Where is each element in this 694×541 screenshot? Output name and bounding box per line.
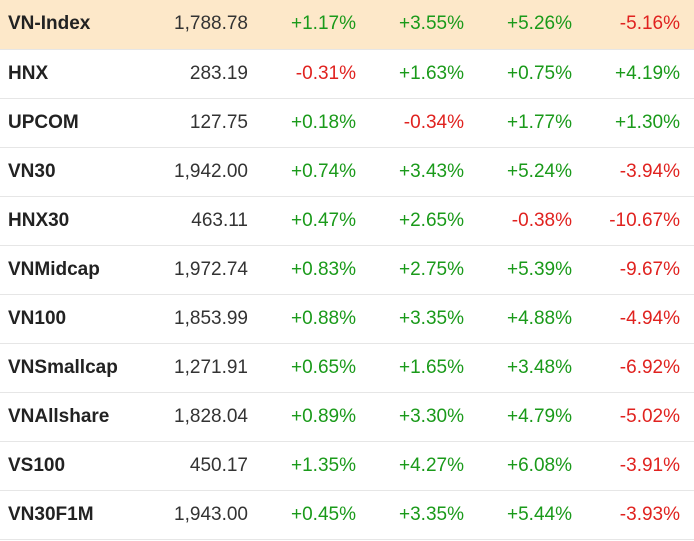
index-name[interactable]: HNX30 bbox=[0, 196, 146, 246]
change-2: -0.34% bbox=[364, 98, 472, 148]
change-3: +4.79% bbox=[472, 392, 580, 442]
table-row[interactable]: VNAllshare 1,828.04 +0.89% +3.30% +4.79%… bbox=[0, 392, 694, 442]
index-value: 1,828.04 bbox=[146, 392, 256, 442]
change-4: -5.16% bbox=[580, 0, 694, 50]
change-1: +0.83% bbox=[256, 245, 364, 295]
index-value: 283.19 bbox=[146, 49, 256, 99]
change-3: +0.75% bbox=[472, 49, 580, 99]
index-value: 1,788.78 bbox=[146, 0, 256, 50]
index-name[interactable]: VNAllshare bbox=[0, 392, 146, 442]
change-1: +0.65% bbox=[256, 343, 364, 393]
change-3: +6.08% bbox=[472, 441, 580, 491]
change-3: +5.39% bbox=[472, 245, 580, 295]
change-3: +5.26% bbox=[472, 0, 580, 50]
change-2: +3.35% bbox=[364, 490, 472, 540]
change-1: +0.74% bbox=[256, 147, 364, 197]
change-1: +0.88% bbox=[256, 294, 364, 344]
table-row[interactable]: VN30 1,942.00 +0.74% +3.43% +5.24% -3.94… bbox=[0, 147, 694, 197]
index-name[interactable]: VN100 bbox=[0, 294, 146, 344]
change-2: +1.65% bbox=[364, 343, 472, 393]
table-row[interactable]: HNX30 463.11 +0.47% +2.65% -0.38% -10.67… bbox=[0, 196, 694, 246]
change-2: +4.27% bbox=[364, 441, 472, 491]
change-4: +1.30% bbox=[580, 98, 694, 148]
index-name[interactable]: VN-Index bbox=[0, 0, 146, 50]
index-value: 1,942.00 bbox=[146, 147, 256, 197]
change-1: +0.47% bbox=[256, 196, 364, 246]
change-2: +1.63% bbox=[364, 49, 472, 99]
change-1: +0.45% bbox=[256, 490, 364, 540]
change-3: -0.38% bbox=[472, 196, 580, 246]
index-value: 1,943.00 bbox=[146, 490, 256, 540]
change-1: +1.17% bbox=[256, 0, 364, 50]
change-4: -3.91% bbox=[580, 441, 694, 491]
change-2: +3.55% bbox=[364, 0, 472, 50]
table-row[interactable]: VN-Index 1,788.78 +1.17% +3.55% +5.26% -… bbox=[0, 0, 694, 50]
change-4: -6.92% bbox=[580, 343, 694, 393]
change-2: +2.75% bbox=[364, 245, 472, 295]
index-value: 1,972.74 bbox=[146, 245, 256, 295]
index-name[interactable]: VN30 bbox=[0, 147, 146, 197]
change-1: +0.18% bbox=[256, 98, 364, 148]
change-2: +3.43% bbox=[364, 147, 472, 197]
change-4: -5.02% bbox=[580, 392, 694, 442]
change-4: -3.93% bbox=[580, 490, 694, 540]
change-3: +5.24% bbox=[472, 147, 580, 197]
index-name[interactable]: VNMidcap bbox=[0, 245, 146, 295]
table-row[interactable]: VNMidcap 1,972.74 +0.83% +2.75% +5.39% -… bbox=[0, 245, 694, 295]
change-1: +1.35% bbox=[256, 441, 364, 491]
index-name[interactable]: HNX bbox=[0, 49, 146, 99]
change-4: -10.67% bbox=[580, 196, 694, 246]
change-2: +3.35% bbox=[364, 294, 472, 344]
table-row[interactable]: VNSmallcap 1,271.91 +0.65% +1.65% +3.48%… bbox=[0, 343, 694, 393]
change-3: +1.77% bbox=[472, 98, 580, 148]
index-name[interactable]: VNSmallcap bbox=[0, 343, 146, 393]
change-3: +3.48% bbox=[472, 343, 580, 393]
index-name[interactable]: VS100 bbox=[0, 441, 146, 491]
change-4: -4.94% bbox=[580, 294, 694, 344]
change-2: +3.30% bbox=[364, 392, 472, 442]
index-name[interactable]: UPCOM bbox=[0, 98, 146, 148]
table-row[interactable]: UPCOM 127.75 +0.18% -0.34% +1.77% +1.30% bbox=[0, 98, 694, 148]
index-value: 450.17 bbox=[146, 441, 256, 491]
change-2: +2.65% bbox=[364, 196, 472, 246]
index-value: 127.75 bbox=[146, 98, 256, 148]
change-1: -0.31% bbox=[256, 49, 364, 99]
index-name[interactable]: VN30F1M bbox=[0, 490, 146, 540]
change-4: +4.19% bbox=[580, 49, 694, 99]
table-row[interactable]: VS100 450.17 +1.35% +4.27% +6.08% -3.91% bbox=[0, 441, 694, 491]
table-row[interactable]: HNX 283.19 -0.31% +1.63% +0.75% +4.19% bbox=[0, 49, 694, 99]
table-row[interactable]: VN30F1M 1,943.00 +0.45% +3.35% +5.44% -3… bbox=[0, 490, 694, 540]
change-4: -3.94% bbox=[580, 147, 694, 197]
change-4: -9.67% bbox=[580, 245, 694, 295]
index-value: 463.11 bbox=[146, 196, 256, 246]
index-value: 1,853.99 bbox=[146, 294, 256, 344]
change-1: +0.89% bbox=[256, 392, 364, 442]
change-3: +4.88% bbox=[472, 294, 580, 344]
change-3: +5.44% bbox=[472, 490, 580, 540]
table-row[interactable]: VN100 1,853.99 +0.88% +3.35% +4.88% -4.9… bbox=[0, 294, 694, 344]
index-value: 1,271.91 bbox=[146, 343, 256, 393]
